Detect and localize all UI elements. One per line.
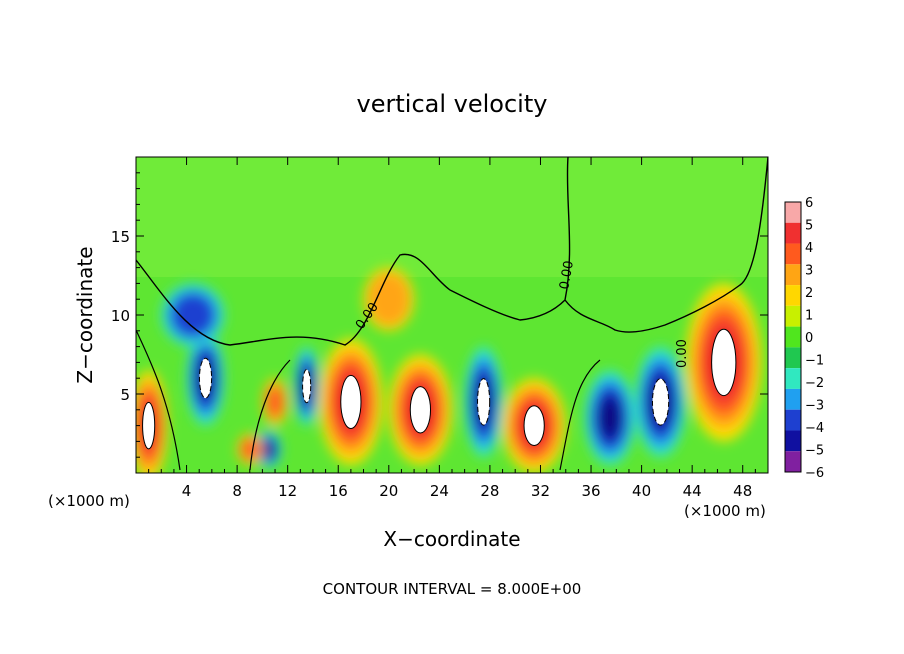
colorbar-tick-label: 4 bbox=[805, 241, 813, 256]
velocity-core-max bbox=[651, 378, 670, 426]
colorbar-tick-label: −1 bbox=[805, 354, 824, 369]
colorbar-tick-label: −5 bbox=[805, 444, 824, 459]
y-axis: 5 10 15 bbox=[111, 172, 768, 458]
x-tick-label: 8 bbox=[232, 482, 242, 500]
colorbar-tick-label: 0 bbox=[805, 331, 813, 346]
y-tick-label: 5 bbox=[120, 386, 130, 404]
velocity-core-max bbox=[711, 328, 737, 397]
x-tick-label: 28 bbox=[480, 482, 499, 500]
x-tick-label: 40 bbox=[632, 482, 651, 500]
x-tick-label: 4 bbox=[182, 482, 192, 500]
colorbar-tick-label: 3 bbox=[805, 264, 813, 279]
x-tick-label: 12 bbox=[278, 482, 297, 500]
zero-contour-line bbox=[136, 157, 768, 346]
velocity-cell-ring bbox=[266, 385, 284, 419]
velocity-cell-ring bbox=[171, 293, 215, 337]
plot-area bbox=[136, 157, 768, 473]
colorbar: 6 5 4 3 2 1 0 −1 −2 −3 −4 −5 −6 bbox=[784, 196, 824, 481]
colorbar-frame bbox=[784, 201, 802, 473]
x-unit-label-right: (×1000 m) bbox=[684, 502, 766, 520]
colorbar-segment bbox=[785, 409, 801, 431]
colorbar-tick-label: −4 bbox=[805, 421, 824, 436]
upper-field-band bbox=[136, 157, 768, 277]
velocity-core-max bbox=[409, 386, 432, 434]
velocity-core-max bbox=[477, 378, 491, 426]
contour-label-3: 0.00 bbox=[675, 339, 690, 368]
velocity-cell-ring bbox=[600, 400, 620, 435]
colorbar-segment bbox=[785, 285, 801, 306]
colorbar-tick-label: 6 bbox=[805, 196, 813, 211]
velocity-cores bbox=[142, 328, 737, 450]
y-tick-label: 10 bbox=[111, 307, 130, 325]
x-tick-label: 44 bbox=[683, 482, 702, 500]
velocity-core-max bbox=[302, 369, 312, 404]
colorbar-tick-label: −3 bbox=[805, 399, 824, 414]
colorbar-tick-label: 5 bbox=[805, 219, 813, 234]
velocity-core-max bbox=[523, 405, 545, 447]
colorbar-segment bbox=[785, 347, 801, 369]
x-tick-label: 36 bbox=[581, 482, 600, 500]
colorbar-segment bbox=[785, 222, 801, 244]
x-tick-label: 16 bbox=[329, 482, 348, 500]
velocity-core-max bbox=[198, 357, 213, 399]
velocity-core-max bbox=[340, 374, 362, 429]
colorbar-segment bbox=[785, 326, 801, 348]
velocity-core-max bbox=[142, 401, 156, 450]
colorbar-segment bbox=[785, 388, 801, 410]
colorbar-segment bbox=[785, 264, 801, 286]
x-tick-label: 48 bbox=[733, 482, 752, 500]
colorbar-segment bbox=[785, 243, 801, 265]
colorbar-segment bbox=[785, 202, 801, 223]
colorbar-tick-label: −6 bbox=[805, 466, 824, 481]
colorbar-segment bbox=[785, 305, 801, 327]
contour-interval-footer: CONTOUR INTERVAL = 8.000E+00 bbox=[323, 580, 582, 598]
y-tick-label: 15 bbox=[111, 228, 130, 246]
x-axis-label: X−coordinate bbox=[383, 527, 520, 551]
colorbar-tick-label: 1 bbox=[805, 309, 813, 324]
x-unit-label-left: (×1000 m) bbox=[48, 492, 130, 510]
colorbar-tick-label: 2 bbox=[805, 286, 813, 301]
x-tick-label: 20 bbox=[379, 482, 398, 500]
velocity-cell-ring bbox=[367, 272, 411, 326]
colorbar-segment bbox=[785, 451, 801, 472]
x-tick-label: 32 bbox=[531, 482, 550, 500]
velocity-cell-ring bbox=[264, 442, 274, 457]
chart-title: vertical velocity bbox=[357, 90, 548, 118]
colorbar-segment bbox=[785, 430, 801, 452]
x-tick-label: 24 bbox=[430, 482, 449, 500]
colorbar-tick-label: −2 bbox=[805, 376, 824, 391]
secondary-contour-line bbox=[136, 329, 601, 471]
x-axis: 4 8 12 16 20 24 28 32 36 40 44 48 bbox=[148, 157, 756, 500]
colorbar-segment bbox=[785, 368, 801, 389]
velocity-cell-ring bbox=[241, 438, 259, 461]
y-axis-label: Z−coordinate bbox=[73, 246, 97, 383]
contour-label-2: 0.00 bbox=[557, 260, 577, 291]
